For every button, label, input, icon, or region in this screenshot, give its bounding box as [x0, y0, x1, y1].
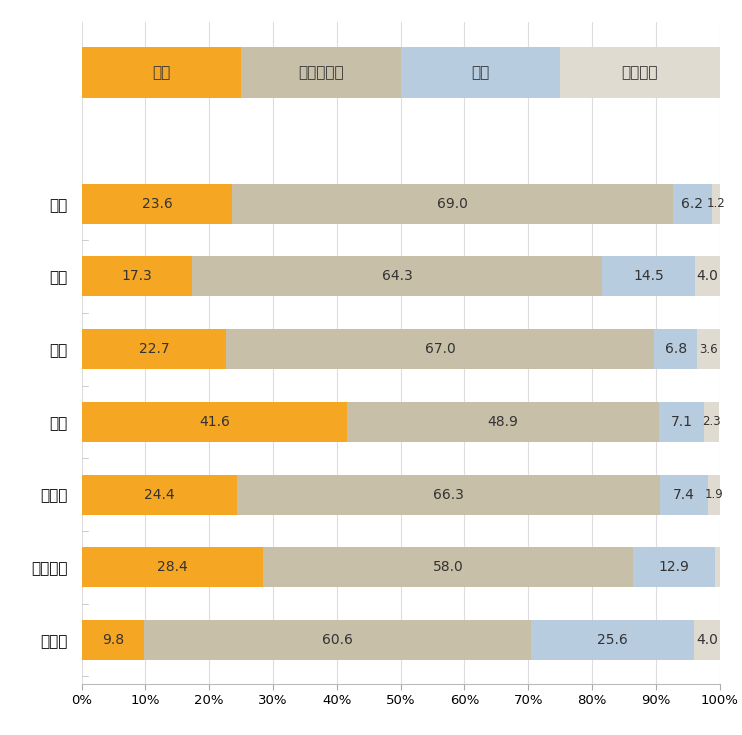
Text: 41.6: 41.6: [199, 415, 230, 429]
Text: 変わらない: 変わらない: [298, 65, 344, 80]
Bar: [704, 402, 719, 442]
Bar: [144, 620, 531, 660]
Bar: [237, 475, 660, 514]
Bar: [263, 548, 633, 587]
Bar: [82, 548, 263, 587]
Bar: [672, 184, 712, 223]
Bar: [560, 48, 720, 98]
Bar: [633, 548, 715, 587]
Text: 4.0: 4.0: [697, 270, 718, 284]
Text: 48.9: 48.9: [487, 415, 519, 429]
Bar: [712, 184, 720, 223]
Text: 25.6: 25.6: [597, 633, 628, 647]
Text: 67.0: 67.0: [425, 343, 456, 356]
Text: 9.8: 9.8: [102, 633, 124, 647]
Text: 28.4: 28.4: [157, 560, 188, 574]
Bar: [82, 402, 347, 442]
Bar: [715, 548, 720, 587]
Text: 17.3: 17.3: [122, 270, 152, 284]
Text: 減少: 減少: [471, 65, 490, 80]
Text: 3.6: 3.6: [700, 343, 718, 356]
Bar: [660, 475, 708, 514]
Bar: [697, 329, 720, 369]
Text: 24.4: 24.4: [144, 487, 175, 501]
Text: 12.9: 12.9: [659, 560, 689, 574]
Text: 69.0: 69.0: [437, 197, 467, 211]
Bar: [82, 48, 241, 98]
Bar: [82, 257, 192, 296]
Bar: [531, 620, 695, 660]
Bar: [659, 402, 704, 442]
Bar: [232, 184, 672, 223]
Text: 58.0: 58.0: [433, 560, 463, 574]
Text: 14.5: 14.5: [633, 270, 664, 284]
Bar: [347, 402, 659, 442]
Text: 2.3: 2.3: [703, 415, 721, 429]
Bar: [241, 48, 401, 98]
Bar: [695, 257, 720, 296]
Text: 6.2: 6.2: [681, 197, 703, 211]
Bar: [603, 257, 695, 296]
Bar: [82, 475, 237, 514]
Bar: [695, 620, 720, 660]
Bar: [82, 620, 144, 660]
Bar: [192, 257, 603, 296]
Bar: [401, 48, 560, 98]
Text: 取扱なし: 取扱なし: [622, 65, 658, 80]
Bar: [654, 329, 697, 369]
Text: 1.2: 1.2: [706, 197, 725, 210]
Text: 7.1: 7.1: [671, 415, 693, 429]
Text: 66.3: 66.3: [433, 487, 464, 501]
Text: 23.6: 23.6: [142, 197, 172, 211]
Text: 64.3: 64.3: [382, 270, 413, 284]
Text: 22.7: 22.7: [139, 343, 169, 356]
Text: 増加: 増加: [152, 65, 171, 80]
Bar: [226, 329, 654, 369]
Text: 7.4: 7.4: [673, 487, 695, 501]
Bar: [82, 184, 232, 223]
Bar: [82, 329, 226, 369]
Text: 1.9: 1.9: [704, 488, 723, 501]
Text: 4.0: 4.0: [696, 633, 718, 647]
Text: 6.8: 6.8: [665, 343, 687, 356]
Bar: [708, 475, 720, 514]
Text: 60.6: 60.6: [322, 633, 353, 647]
